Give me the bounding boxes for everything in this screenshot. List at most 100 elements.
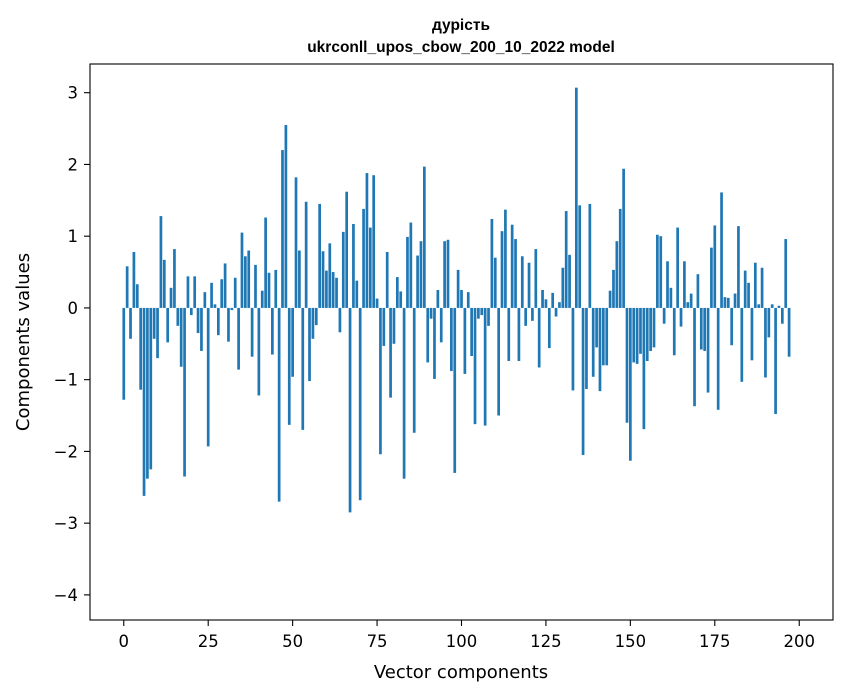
bar xyxy=(156,307,159,359)
bar xyxy=(362,208,365,308)
bar xyxy=(585,307,588,389)
bar xyxy=(541,289,544,308)
bar xyxy=(189,307,193,316)
bar xyxy=(389,307,392,398)
bar xyxy=(287,307,291,425)
bar xyxy=(645,307,649,362)
y-tick-label: 3 xyxy=(68,84,79,103)
x-axis-label: Vector components xyxy=(374,662,548,683)
bar xyxy=(314,307,318,326)
bar xyxy=(308,307,311,382)
bar xyxy=(149,307,153,470)
bar xyxy=(321,251,325,308)
bar xyxy=(345,191,349,308)
bar xyxy=(173,249,176,308)
bar xyxy=(598,307,602,392)
bar xyxy=(423,166,426,308)
bar xyxy=(395,277,399,308)
bar xyxy=(740,307,744,382)
bar xyxy=(463,307,467,374)
bar xyxy=(716,307,720,410)
bar xyxy=(311,307,315,339)
bar xyxy=(699,307,703,350)
bar xyxy=(490,218,494,308)
bar xyxy=(328,243,332,308)
bar xyxy=(612,269,615,308)
bar xyxy=(277,307,281,502)
bar xyxy=(223,263,227,308)
bar xyxy=(517,307,521,362)
bar xyxy=(649,307,652,351)
bar xyxy=(568,254,571,308)
bar xyxy=(591,307,595,377)
bar xyxy=(301,307,305,430)
bar xyxy=(713,225,717,308)
bar xyxy=(260,290,264,308)
bar xyxy=(466,292,470,308)
x-axis-ticks: 0 25 50 75 100 125 150 175 200 xyxy=(119,620,815,651)
bar xyxy=(399,291,403,308)
bar xyxy=(480,307,484,316)
bar xyxy=(730,307,734,346)
bar xyxy=(352,223,355,308)
bar xyxy=(338,307,342,333)
bar xyxy=(571,307,575,391)
bar xyxy=(720,192,723,308)
bar xyxy=(416,255,419,308)
bar xyxy=(760,267,764,308)
bar xyxy=(139,307,143,390)
bar xyxy=(632,307,636,363)
bar xyxy=(733,293,737,308)
bar xyxy=(686,302,690,308)
bar xyxy=(689,293,693,308)
bar xyxy=(784,239,788,308)
x-tick-label: 175 xyxy=(699,632,731,651)
bar xyxy=(669,287,673,308)
bar xyxy=(615,241,619,308)
bar xyxy=(625,307,629,423)
bar xyxy=(770,304,774,308)
bar xyxy=(146,307,149,479)
bar xyxy=(497,307,500,416)
y-axis-ticks: −4 −3 −2 −1 0 1 2 3 xyxy=(54,84,90,605)
bar xyxy=(426,307,430,363)
bar xyxy=(379,307,382,455)
bar xyxy=(588,203,592,308)
bar xyxy=(325,270,328,308)
bar xyxy=(747,282,750,308)
bar xyxy=(186,276,190,308)
bar xyxy=(237,307,240,370)
bar xyxy=(433,307,436,379)
bar xyxy=(551,292,555,308)
x-tick-label: 100 xyxy=(446,632,478,651)
bar xyxy=(244,256,247,308)
y-tick-label: 0 xyxy=(68,299,79,318)
bars-group xyxy=(122,87,791,513)
bar xyxy=(683,261,686,308)
bar xyxy=(240,232,244,308)
bar xyxy=(544,299,548,308)
bar xyxy=(774,307,777,415)
bar xyxy=(710,247,713,308)
bar xyxy=(179,307,183,367)
bar xyxy=(412,307,416,433)
x-tick-label: 25 xyxy=(198,632,219,651)
bar xyxy=(429,307,433,319)
bar xyxy=(392,307,396,344)
bar xyxy=(125,266,129,308)
y-tick-label: −4 xyxy=(54,586,78,605)
bar xyxy=(622,168,625,308)
bar xyxy=(737,226,740,308)
bar xyxy=(767,307,771,338)
bar xyxy=(764,307,767,378)
bar xyxy=(500,231,504,308)
bar xyxy=(743,270,747,308)
bar xyxy=(159,216,163,308)
bar xyxy=(554,307,558,317)
bar xyxy=(514,239,517,308)
x-tick-label: 200 xyxy=(783,632,815,651)
bar xyxy=(318,203,321,308)
bar xyxy=(375,298,379,308)
bar xyxy=(210,282,213,308)
